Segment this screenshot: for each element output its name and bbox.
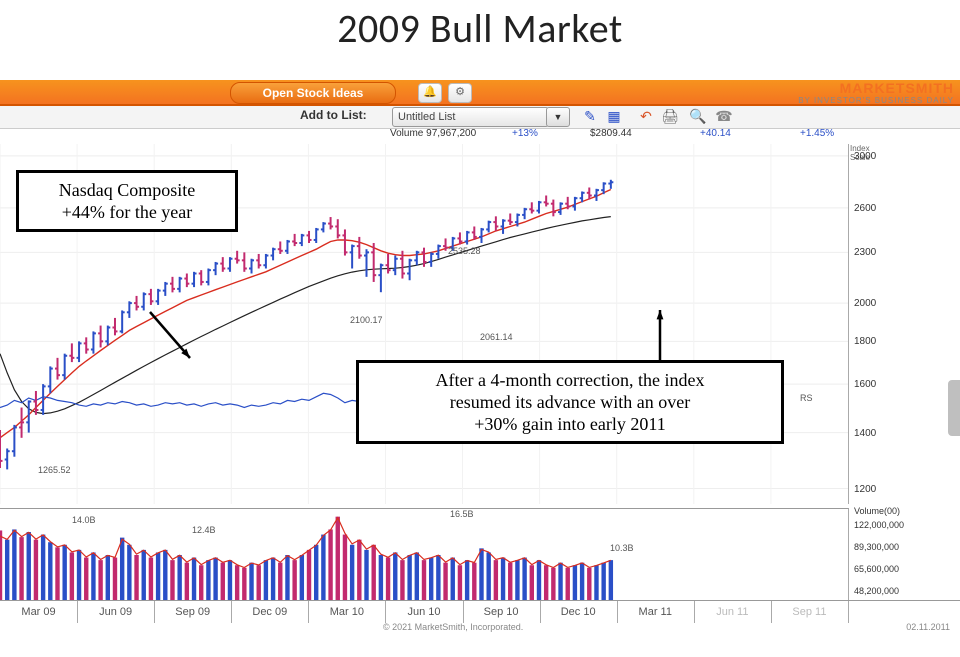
svg-text:10.3B: 10.3B xyxy=(610,543,634,553)
svg-text:12.4B: 12.4B xyxy=(192,525,216,535)
annotation-nasdaq: Nasdaq Composite+44% for the year xyxy=(16,170,238,232)
quote-info-row: Volume 97,967,200 +13% $2809.44 +40.14 +… xyxy=(0,128,960,144)
svg-text:RS: RS xyxy=(800,393,813,403)
price-change-pct: +1.45% xyxy=(800,128,834,139)
side-tab[interactable] xyxy=(948,380,960,436)
volume-y-axis: Volume(00)122,000,00089,300,00065,600,00… xyxy=(850,508,955,600)
svg-text:16.5B: 16.5B xyxy=(450,509,474,519)
time-x-axis: Mar 09Jun 09Sep 09Dec 09Mar 10Jun 10Sep … xyxy=(0,600,960,623)
price-change: +40.14 xyxy=(700,128,731,139)
pencil-icon[interactable]: ✎ xyxy=(580,108,600,124)
list-dropdown-icon[interactable]: ▼ xyxy=(546,107,570,127)
print-icon[interactable]: 🖨 xyxy=(660,108,680,124)
svg-text:2100.17: 2100.17 xyxy=(350,315,383,325)
last-price: $2809.44 xyxy=(590,128,632,139)
volume-label: Volume 97,967,200 xyxy=(390,128,476,139)
gear-icon[interactable]: ⚙ xyxy=(448,83,472,103)
svg-text:14.0B: 14.0B xyxy=(72,515,96,525)
footer: © 2021 MarketSmith, Incorporated. 02.11.… xyxy=(0,622,960,632)
search-icon[interactable]: 🔍 xyxy=(688,108,708,124)
bell-icon[interactable]: 🔔 xyxy=(418,83,442,103)
svg-text:1265.52: 1265.52 xyxy=(38,465,71,475)
svg-text:2061.14: 2061.14 xyxy=(480,332,513,342)
open-stock-ideas-button[interactable]: Open Stock Ideas xyxy=(230,82,396,104)
volume-pct: +13% xyxy=(512,128,538,139)
add-to-list-label: Add to List: xyxy=(300,108,367,122)
grid-icon[interactable]: ▦ xyxy=(604,108,624,124)
page-title: 2009 Bull Market xyxy=(0,4,960,53)
volume-panel: 14.0B 12.4B 16.5B 10.3B xyxy=(0,508,849,601)
list-select[interactable]: Untitled List xyxy=(392,107,549,127)
header-bar: Open Stock Ideas 🔔 ⚙ MARKETSMITH BY INVE… xyxy=(0,80,960,106)
undo-icon[interactable]: ↶ xyxy=(636,108,656,124)
phone-icon[interactable]: ☎ xyxy=(714,108,734,124)
price-y-axis: 30002600230020001800160014001200 xyxy=(850,144,910,504)
toolbar-row: Add to List: Untitled List ▼ ✎ ▦ ↶ 🖨 🔍 ☎ xyxy=(0,106,960,129)
marketsmith-logo: MARKETSMITH BY INVESTOR'S BUSINESS DAILY xyxy=(798,80,954,105)
annotation-correction: After a 4-month correction, the indexres… xyxy=(356,360,784,444)
svg-text:2535.28: 2535.28 xyxy=(448,246,481,256)
